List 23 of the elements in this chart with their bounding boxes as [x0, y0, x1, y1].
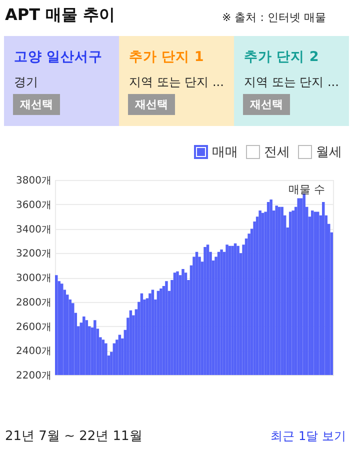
y-tick-label: 3400개	[16, 224, 52, 236]
reselect-button: 재선택	[243, 94, 290, 115]
text: ※ 출처 : 인터넷 매물	[222, 10, 326, 25]
y-tick-label: 2800개	[16, 297, 52, 308]
text: 월세	[316, 144, 342, 161]
y-tick-label: 3200개	[16, 248, 52, 260]
reselect-button: 재선택	[13, 94, 60, 115]
text: 전세	[264, 144, 290, 161]
y-tick-label: 3600개	[16, 200, 52, 211]
reselect-button: 재선택	[128, 94, 175, 115]
text: 최근 1달 보기	[270, 428, 346, 445]
legend-label: 매매	[212, 144, 238, 161]
y-tick-label: 2600개	[16, 322, 52, 333]
chart-title: APT 매물 추이	[5, 5, 116, 26]
text: 21년 7월 ~ 22년 11월	[5, 428, 142, 445]
y-tick-label: 3800개	[16, 176, 52, 186]
y-tick-label: 2400개	[16, 346, 52, 358]
y-tick-label: 3000개	[16, 273, 52, 284]
selection-card: 고양 일산서구 경기 재선택	[4, 36, 119, 126]
selection-card: 추가 단지 2 지역 또는 단지 ... 재선택	[234, 36, 349, 126]
y-tick-label: 2200개	[16, 370, 52, 382]
selection-card: 추가 단지 1 지역 또는 단지 ... 재선택	[119, 36, 234, 126]
annotation: 매물 수	[288, 183, 325, 196]
